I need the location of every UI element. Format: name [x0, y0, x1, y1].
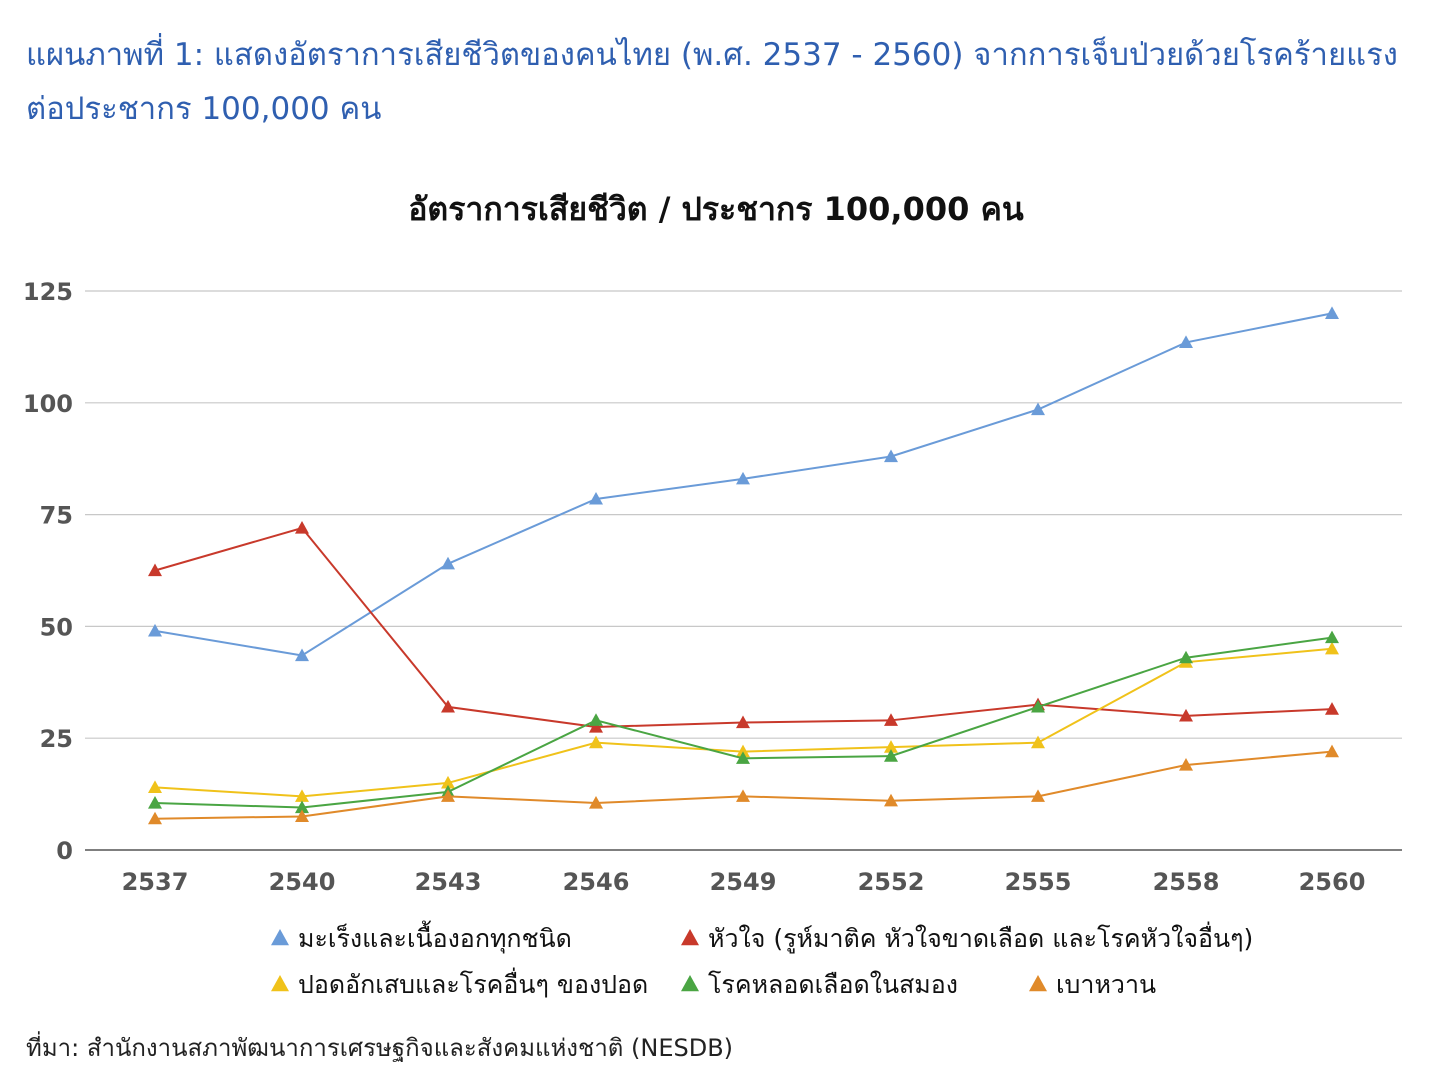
legend-item: เบาหวาน: [1029, 970, 1156, 999]
data-point-marker: [589, 796, 603, 809]
legend-item: โรคหลอดเลือดในสมอง: [681, 970, 958, 999]
legend-label: หัวใจ (รูห์มาติค หัวใจขาดเลือด และโรคหัว…: [708, 921, 1253, 954]
gridlines: [85, 290, 1402, 851]
legend-label: ปอดอักเสบและโรคอื่นๆ ของปอด: [298, 967, 648, 999]
data-point-marker: [1179, 758, 1193, 771]
data-point-marker: [1179, 708, 1193, 722]
x-tick-label: 2558: [1153, 868, 1220, 896]
data-point-marker: [884, 713, 898, 726]
data-point-marker: [884, 793, 898, 807]
y-axis-ticks: 0 25 50 75 100 125: [23, 278, 73, 865]
y-tick-label: 75: [40, 502, 73, 530]
data-point-marker: [1031, 789, 1045, 802]
data-point-marker: [441, 699, 455, 713]
page-heading: แผนภาพที่ 1: แสดงอัตราการเสียชีวิตของคนไ…: [26, 28, 1436, 136]
data-point-marker: [1179, 650, 1193, 664]
legend-label: มะเร็งและเนื้องอกทุกชนิด: [298, 920, 572, 954]
legend-marker-icon: [1029, 975, 1047, 992]
data-point-marker: [884, 449, 898, 463]
chart-title: อัตราการเสียชีวิต / ประชากร 100,000 คน: [408, 190, 1024, 228]
data-point-marker: [589, 491, 603, 505]
y-tick-label: 0: [56, 837, 73, 865]
legend-item: หัวใจ (รูห์มาติค หัวใจขาดเลือด และโรคหัว…: [681, 921, 1253, 954]
data-point-marker: [1031, 402, 1045, 416]
data-point-marker: [295, 648, 309, 662]
x-axis-ticks: 2537 2540 2543 2546 2549 2552 2555 2558 2560: [122, 868, 1366, 896]
series-lines: [148, 306, 1339, 825]
data-point-marker: [1031, 735, 1045, 749]
data-point-marker: [295, 521, 309, 534]
data-point-marker: [736, 471, 750, 485]
data-point-marker: [1325, 630, 1339, 644]
x-tick-label: 2549: [710, 868, 777, 896]
data-point-marker: [736, 715, 750, 729]
data-point-marker: [148, 796, 162, 809]
x-tick-label: 2540: [269, 868, 336, 896]
data-point-marker: [884, 749, 898, 762]
data-point-marker: [1325, 306, 1339, 319]
x-tick-label: 2537: [122, 868, 189, 896]
series-1: [148, 521, 1339, 733]
data-point-marker: [148, 623, 162, 637]
series-4: [148, 744, 1339, 825]
legend-marker-icon: [681, 929, 699, 946]
line-chart: อัตราการเสียชีวิต / ประชากร 100,000 คน 0…: [23, 190, 1402, 999]
legend-item: มะเร็งและเนื้องอกทุกชนิด: [271, 920, 572, 954]
data-point-marker: [148, 811, 162, 825]
legend-label: โรคหลอดเลือดในสมอง: [708, 970, 958, 999]
data-point-marker: [736, 744, 750, 758]
source-note: ที่มา: สำนักงานสภาพัฒนาการเศรษฐกิจและสัง…: [26, 1034, 734, 1062]
data-point-marker: [441, 775, 455, 789]
data-point-marker: [295, 809, 309, 823]
data-point-marker: [589, 720, 603, 733]
legend-marker-icon: [271, 929, 289, 946]
data-point-marker: [884, 740, 898, 753]
legend: มะเร็งและเนื้องอกทุกชนิด หัวใจ (รูห์มาติค…: [271, 920, 1253, 999]
heading-line-2: ต่อประชากร 100,000 คน: [26, 91, 382, 127]
data-point-marker: [1325, 702, 1339, 715]
data-point-marker: [148, 780, 162, 793]
x-tick-label: 2552: [858, 868, 925, 896]
data-point-marker: [295, 789, 309, 802]
x-tick-label: 2555: [1005, 868, 1072, 896]
legend-marker-icon: [271, 975, 289, 992]
data-point-marker: [441, 556, 455, 570]
legend-marker-icon: [681, 975, 699, 992]
data-point-marker: [736, 751, 750, 764]
y-tick-label: 125: [23, 278, 73, 306]
data-point-marker: [1031, 699, 1045, 713]
data-point-marker: [148, 563, 162, 577]
data-point-marker: [441, 789, 455, 802]
data-point-marker: [589, 735, 603, 749]
x-tick-label: 2543: [415, 868, 482, 896]
x-tick-label: 2560: [1299, 868, 1366, 896]
y-tick-label: 100: [23, 390, 73, 418]
y-tick-label: 50: [40, 613, 73, 641]
series-0: [148, 306, 1339, 662]
data-point-marker: [1325, 641, 1339, 655]
legend-item: ปอดอักเสบและโรคอื่นๆ ของปอด: [271, 967, 648, 999]
heading-line-1: แผนภาพที่ 1: แสดงอัตราการเสียชีวิตของคนไ…: [26, 37, 1398, 73]
data-point-marker: [1325, 744, 1339, 758]
data-point-marker: [295, 800, 309, 814]
data-point-marker: [589, 713, 603, 726]
series-line: [154, 526, 1333, 729]
legend-label: เบาหวาน: [1056, 970, 1156, 999]
data-point-marker: [1179, 335, 1193, 349]
y-tick-label: 25: [40, 725, 73, 753]
data-point-marker: [736, 789, 750, 802]
x-tick-label: 2546: [563, 868, 630, 896]
